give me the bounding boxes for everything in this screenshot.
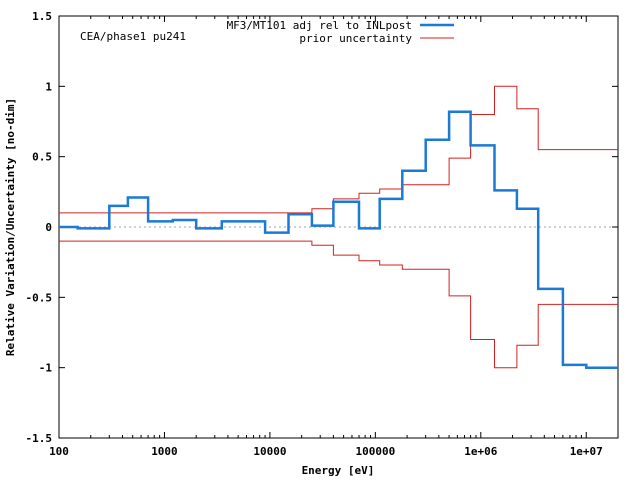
prior-uncertainty-lower-line	[59, 240, 618, 369]
y-axis-label: Relative Variation/Uncertainty [no-dim]	[4, 98, 17, 356]
x-tick-label: 10000	[253, 445, 286, 458]
adjustment-step-line	[59, 110, 618, 369]
y-tick-label: -0.5	[26, 291, 53, 304]
legend: MF3/MT101 adj rel to INLpost prior uncer…	[227, 19, 454, 45]
x-tick-label: 1000	[151, 445, 178, 458]
y-tick-label: 1	[45, 80, 52, 93]
tick-marks	[58, 15, 619, 439]
y-tick-label: 0.5	[32, 151, 52, 164]
x-tick-label: 100	[49, 445, 69, 458]
y-tick-label: -1	[39, 362, 53, 375]
x-tick-label: 1e+07	[570, 445, 603, 458]
y-tick-label: 0	[45, 221, 52, 234]
y-tick-label: -1.5	[26, 432, 53, 445]
legend-label-adjustment: MF3/MT101 adj rel to INLpost	[227, 19, 412, 32]
legend-label-prior-uncertainty: prior uncertainty	[299, 32, 412, 45]
y-tick-label: 1.5	[32, 10, 52, 23]
x-tick-label: 100000	[355, 445, 395, 458]
x-tick-label: 1e+06	[464, 445, 497, 458]
series-layer	[59, 85, 618, 369]
chart-annotation: CEA/phase1 pu241	[80, 30, 186, 43]
prior-uncertainty-upper-line	[59, 85, 618, 214]
x-axis-label: Energy [eV]	[302, 464, 375, 477]
